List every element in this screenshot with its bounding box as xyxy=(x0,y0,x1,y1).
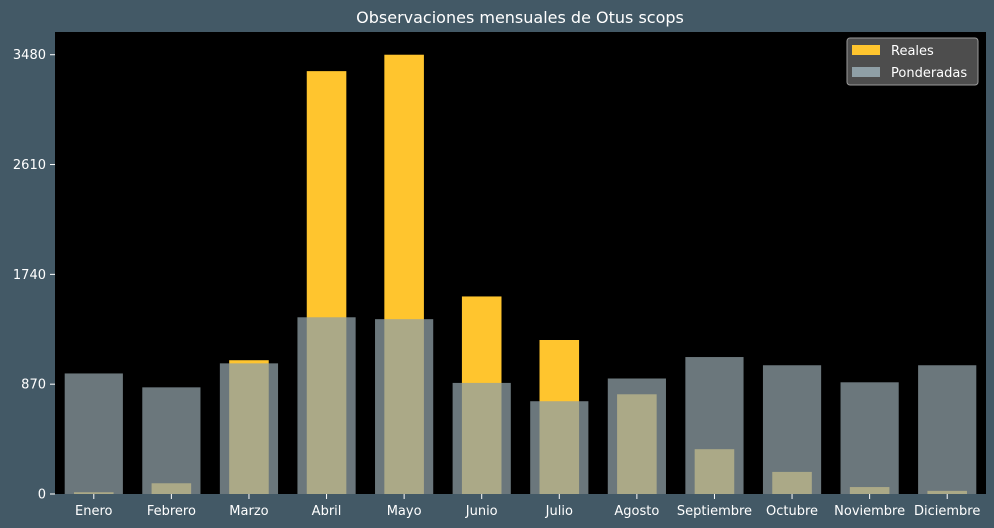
bar-ponderadas-octubre xyxy=(762,365,822,494)
y-tick-label: 3480 xyxy=(13,48,46,63)
legend-swatch-reales xyxy=(852,45,880,55)
x-tick-label: Junio xyxy=(465,504,498,519)
bar-ponderadas-diciembre xyxy=(918,365,977,494)
bar-ponderadas-julio xyxy=(530,401,589,494)
x-tick-label: Noviembre xyxy=(834,504,905,519)
bar-ponderadas-marzo xyxy=(219,363,279,494)
x-tick-label: Enero xyxy=(75,504,113,519)
bar-ponderadas-febrero xyxy=(142,387,201,494)
bar-ponderadas-junio xyxy=(452,382,511,494)
x-tick-label: Octubre xyxy=(766,504,818,519)
bar-ponderadas-enero xyxy=(64,373,123,494)
y-tick-label: 2610 xyxy=(13,158,46,173)
x-tick-label: Mayo xyxy=(387,504,422,519)
bar-ponderadas-septiembre xyxy=(685,357,744,494)
chart-title: Observaciones mensuales de Otus scops xyxy=(356,8,684,27)
x-tick-label: Abril xyxy=(312,504,342,519)
x-tick-label: Agosto xyxy=(614,504,659,519)
y-axis: 0 870 1740 2610 3480 xyxy=(13,48,55,503)
x-tick-label: Julio xyxy=(545,504,573,519)
legend-swatch-ponderadas xyxy=(852,67,880,77)
x-tick-label: Febrero xyxy=(147,504,196,519)
y-tick-label: 870 xyxy=(21,378,46,393)
legend-label-reales: Reales xyxy=(891,44,934,59)
legend: Reales Ponderadas xyxy=(846,37,979,86)
x-tick-label: Diciembre xyxy=(914,504,980,519)
bar-ponderadas-abril xyxy=(297,317,356,494)
plot-area xyxy=(55,32,986,494)
x-tick-label: Marzo xyxy=(229,504,268,519)
x-axis: Enero Febrero Marzo Abril Mayo Junio Julio Agos… xyxy=(75,494,980,519)
y-tick-label: 0 xyxy=(38,488,46,503)
y-tick-label: 1740 xyxy=(13,268,46,283)
legend-label-ponderadas: Ponderadas xyxy=(891,66,967,81)
bar-ponderadas-mayo xyxy=(375,319,434,494)
bar-ponderadas-noviembre xyxy=(840,382,899,494)
bars-layer xyxy=(64,54,977,494)
x-tick-label: Septiembre xyxy=(677,504,752,519)
bar-ponderadas-agosto xyxy=(607,378,666,494)
